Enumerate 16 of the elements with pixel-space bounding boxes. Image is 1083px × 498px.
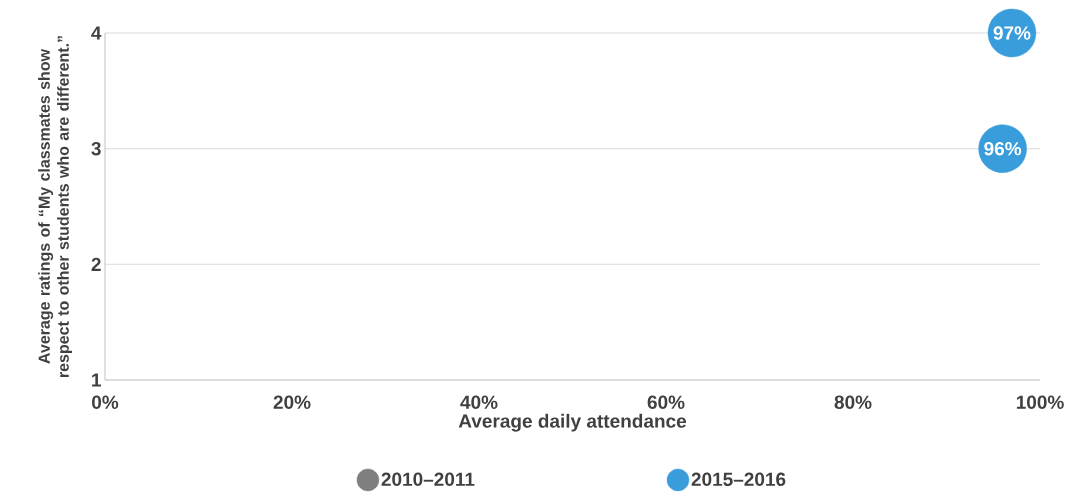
y-tick-label: 4 [91, 26, 102, 40]
x-tick-label: 80% [834, 395, 872, 409]
annotation: 97% [993, 26, 1031, 40]
y-tick-label: 3 [91, 141, 101, 156]
legend-label: 2010–2011 [381, 472, 475, 487]
annotation: 96% [984, 141, 1022, 156]
x-tick-label: 60% [647, 395, 685, 409]
legend-label: 2015–2016 [691, 472, 786, 487]
y-tick-label: 2 [91, 257, 101, 271]
x-tick-label: 20% [273, 395, 311, 409]
x-tick-label: 100% [1016, 395, 1064, 409]
y-axis-title: Average ratings of “My classmates show respect to other students who are different.” [38, 36, 73, 378]
y-tick-label: 1 [92, 373, 101, 387]
x-tick-label: 40% [460, 395, 498, 409]
x-axis-title: Average daily attendance [458, 413, 687, 432]
x-tick-label: 0% [92, 395, 119, 409]
